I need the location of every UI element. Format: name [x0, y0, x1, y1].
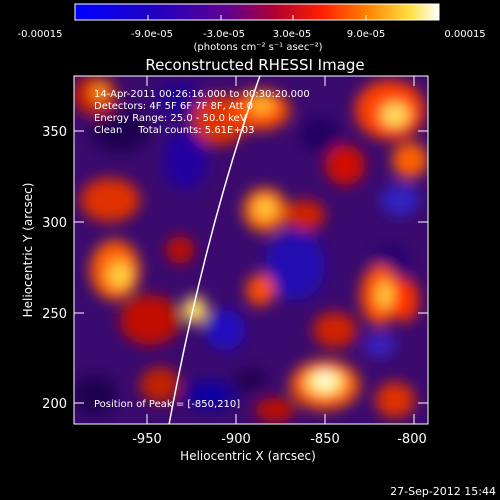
x-tick-label: -950 — [132, 432, 162, 447]
colorbar-tick-label: 0.00015 — [444, 29, 485, 40]
colorbar-tick-label: -3.0e-05 — [203, 29, 245, 40]
x-tick-label: -900 — [221, 432, 251, 447]
y-tick-label: 250 — [42, 307, 67, 322]
colorbar-tick-label: -9.0e-05 — [131, 29, 173, 40]
annotation-energy-range: Energy Range: 25.0 - 50.0 keV — [94, 113, 247, 124]
colorbar-tick-label: 3.0e-05 — [273, 29, 311, 40]
annotation-detectors: Detectors: 4F 5F 6F 7F 8F, Att 0 — [94, 101, 253, 112]
rhessi-image — [74, 76, 428, 424]
solar-limb — [168, 76, 261, 424]
axis-ticks — [74, 76, 428, 424]
colorbar-units: (photons cm⁻² s⁻¹ asec⁻²) — [193, 42, 322, 53]
colorbar-ticks — [74, 15, 440, 20]
colorbar — [74, 3, 440, 21]
colorbar-tick-label: -0.00015 — [18, 29, 63, 40]
plot-frame — [73, 75, 429, 425]
x-tick-label: -800 — [397, 432, 427, 447]
footer-timestamp: 27-Sep-2012 15:44 — [390, 485, 496, 498]
x-axis-label: Heliocentric X (arcsec) — [180, 449, 316, 463]
y-tick-label: 350 — [42, 125, 67, 140]
x-tick-label: -850 — [310, 432, 340, 447]
colorbar-tick-label: 9.0e-05 — [347, 29, 385, 40]
annotation-time-range: 14-Apr-2011 00:26:16.000 to 00:30:20.000 — [94, 89, 310, 100]
y-tick-label: 200 — [42, 397, 67, 412]
y-tick-label: 300 — [42, 216, 67, 231]
plot-title: Reconstructed RHESSI Image — [145, 56, 364, 74]
y-axis-label: Heliocentric Y (arcsec) — [21, 183, 35, 318]
annotation-clean-counts: Clean Total counts: 5.61E+03 — [94, 125, 254, 136]
peak-position-label: Position of Peak = [-850,210] — [94, 399, 240, 410]
